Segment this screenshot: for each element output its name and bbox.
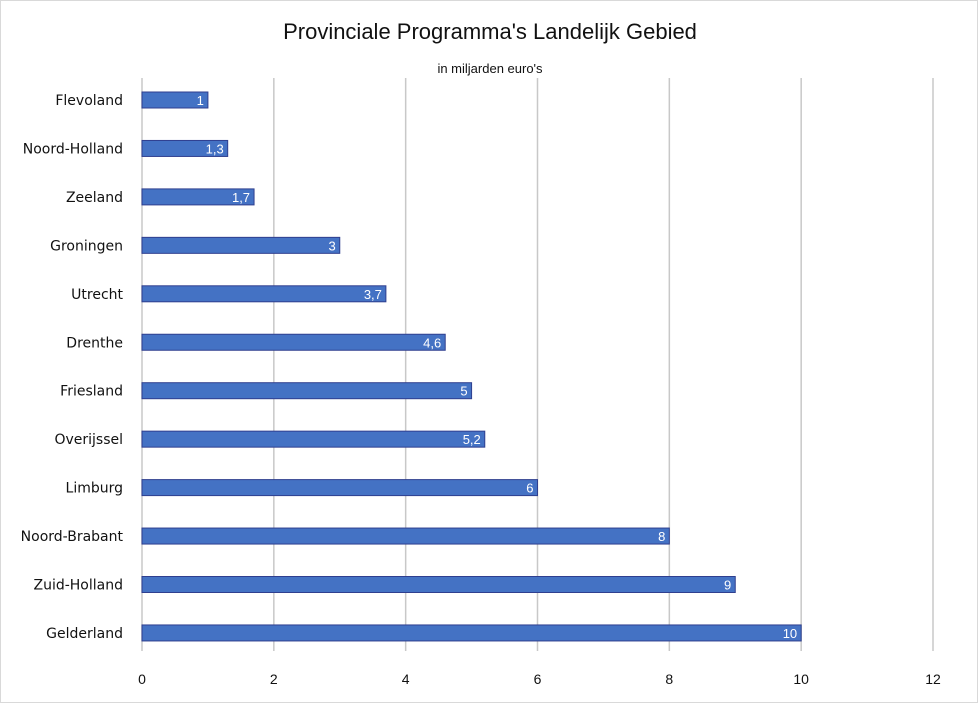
x-tick-label: 12 xyxy=(925,671,941,687)
x-tick-label: 2 xyxy=(270,671,278,687)
bar-flevoland xyxy=(141,91,209,109)
category-label: Overijssel xyxy=(54,432,123,448)
category-label: Limburg xyxy=(66,481,123,497)
category-label: Noord-Holland xyxy=(23,141,123,157)
bar-utrecht xyxy=(141,285,387,303)
category-label: Zuid-Holland xyxy=(33,578,123,594)
data-label: 5 xyxy=(460,384,467,399)
category-labels: Flevoland Noord-Holland Zeeland Groningen Ut… xyxy=(21,93,124,642)
category-label: Zeeland xyxy=(66,190,123,206)
data-label: 3 xyxy=(329,238,336,253)
data-label: 9 xyxy=(724,578,731,593)
category-label: Gelderland xyxy=(46,626,123,642)
data-label: 3,7 xyxy=(364,287,382,302)
data-label: 1 xyxy=(197,93,204,108)
x-tick-label: 10 xyxy=(793,671,809,687)
grid-lines xyxy=(141,78,934,651)
data-label: 8 xyxy=(658,529,665,544)
data-label: 4,6 xyxy=(423,335,441,350)
data-label: 1,3 xyxy=(206,141,224,156)
bar-gelderland xyxy=(141,624,802,642)
category-label: Friesland xyxy=(60,384,123,400)
data-label: 5,2 xyxy=(463,432,481,447)
chart-title: Provinciale Programma's Landelijk Gebied xyxy=(283,19,697,44)
bar-noord-brabant xyxy=(141,527,670,545)
category-label: Noord-Brabant xyxy=(21,529,124,545)
category-label: Drenthe xyxy=(66,335,123,351)
category-label: Groningen xyxy=(50,238,123,254)
data-label: 1,7 xyxy=(232,190,250,205)
bar-zuid-holland xyxy=(141,576,736,593)
bar-drenthe xyxy=(141,333,446,351)
x-tick-label: 8 xyxy=(665,671,673,687)
data-label: 6 xyxy=(526,481,533,496)
bar-overijssel xyxy=(141,430,486,448)
bars xyxy=(141,91,802,642)
bar-limburg xyxy=(141,479,538,497)
category-label: Utrecht xyxy=(71,287,123,303)
x-tick-label: 0 xyxy=(138,671,146,687)
x-tick-labels: 0 2 4 6 8 10 12 xyxy=(138,671,941,687)
data-labels: 1 1,3 1,7 3 3,7 4,6 5 5,2 6 8 9 10 xyxy=(197,93,797,641)
bar-noord-holland xyxy=(141,139,229,157)
category-label: Flevoland xyxy=(55,93,123,109)
x-tick-label: 6 xyxy=(534,671,542,687)
x-tick-label: 4 xyxy=(402,671,410,687)
bar-groningen xyxy=(141,236,341,254)
bar-friesland xyxy=(141,382,473,400)
chart-subtitle: in miljarden euro's xyxy=(437,61,543,76)
data-label: 10 xyxy=(783,626,797,641)
bar-zeeland xyxy=(141,188,255,206)
